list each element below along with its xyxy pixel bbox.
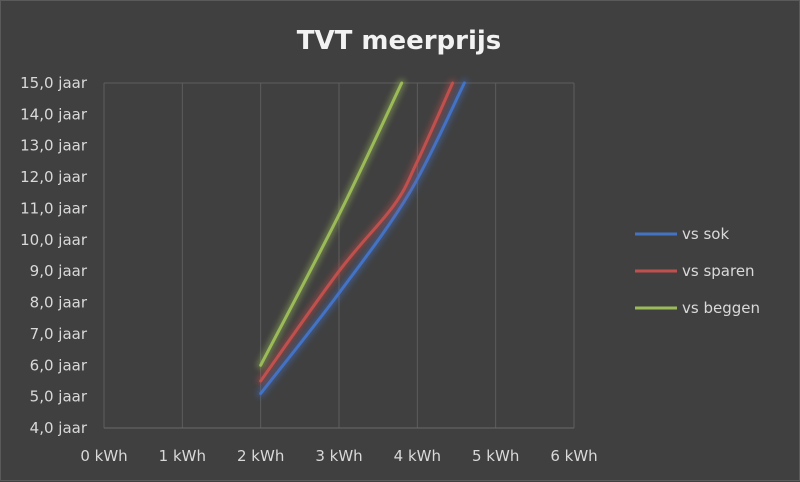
y-tick-label: 9,0 jaar [30, 262, 88, 280]
x-tick-label: 2 kWh [237, 447, 284, 465]
y-tick-label: 6,0 jaar [30, 356, 88, 374]
legend-label: vs sok [682, 225, 729, 243]
x-tick-label: 5 kWh [472, 447, 519, 465]
y-tick-label: 14,0 jaar [20, 105, 88, 123]
y-tick-label: 15,0 jaar [20, 74, 88, 92]
y-tick-label: 12,0 jaar [20, 168, 88, 186]
series-line-0 [259, 81, 466, 395]
legend-label: vs beggen [682, 299, 760, 317]
legend: vs sok vs sparen vs beggen [635, 225, 760, 317]
series-glow-1 [256, 79, 457, 385]
y-tick-label: 11,0 jaar [20, 199, 88, 217]
x-tick-label: 3 kWh [315, 447, 362, 465]
y-tick-label: 7,0 jaar [30, 325, 88, 343]
legend-label: vs sparen [682, 262, 755, 280]
x-tick-label: 6 kWh [550, 447, 597, 465]
x-tick-label: 4 kWh [394, 447, 441, 465]
chart-title: TVT meerprijs [297, 26, 502, 56]
y-tick-label: 13,0 jaar [20, 137, 88, 155]
y-axis-ticks: 4,0 jaar 5,0 jaar 6,0 jaar 7,0 jaar 8,0 jaar… [20, 74, 88, 437]
y-tick-label: 8,0 jaar [30, 294, 88, 312]
y-tick-label: 4,0 jaar [30, 419, 88, 437]
grid [103, 82, 575, 429]
y-tick-label: 5,0 jaar [30, 388, 88, 406]
series-line-1 [259, 81, 455, 383]
x-axis-ticks: 0 kWh 1 kWh 2 kWh 3 kWh 4 kWh 5 kWh 6 kWh [80, 447, 597, 465]
y-tick-label: 10,0 jaar [20, 231, 88, 249]
series-line-2 [259, 81, 404, 367]
x-tick-label: 0 kWh [80, 447, 127, 465]
x-tick-label: 1 kWh [159, 447, 206, 465]
series-lines [256, 79, 469, 398]
